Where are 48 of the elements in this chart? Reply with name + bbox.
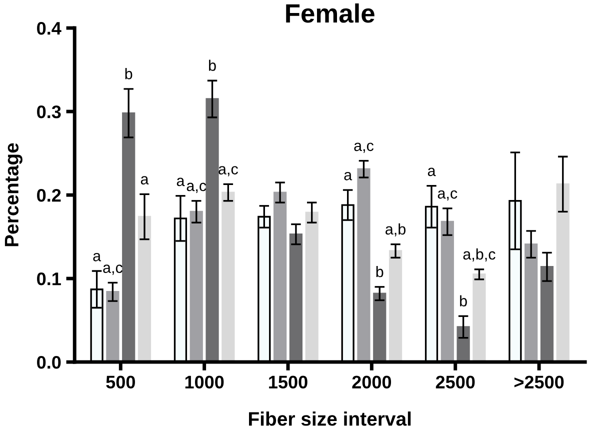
y-axis-title: Percentage [4,143,22,246]
x-tick-label: 2500 [436,376,475,388]
bar [540,266,554,362]
bar [440,220,454,362]
bar [388,250,402,362]
data-label: b [209,60,216,71]
data-label: a,c [354,142,374,153]
x-tick-label: >2500 [514,376,564,388]
data-label: b [376,266,384,278]
bar [206,98,219,362]
bar [305,212,318,362]
x-tick-label: 1500 [269,376,308,388]
y-tick-label: 0.2 [37,188,61,202]
y-tick-label: 0.4 [37,22,62,35]
bar [106,291,120,362]
bar [472,274,486,362]
bar [289,233,303,362]
y-tick-label: 0.1 [37,272,61,286]
data-label: b [460,295,467,306]
bar [556,183,570,362]
bar [524,243,538,362]
bar [190,210,203,362]
bar [357,168,370,362]
x-axis-title: Fiber size interval [249,412,411,426]
bar [456,326,470,362]
data-label: a,c [218,166,238,176]
data-label: a [344,172,352,180]
bar [273,192,287,362]
data-label: a,c [103,264,122,275]
data-label: a [176,178,185,186]
x-tick-label: 1000 [185,376,224,388]
data-label: a,c [438,190,458,200]
bar [122,112,136,362]
chart-title: Female [286,3,374,23]
x-tick-label: 500 [106,376,135,388]
data-label: a [140,176,149,184]
data-label: a,c [186,182,206,193]
data-label: a [93,252,102,262]
data-label: a [428,168,436,176]
data-label: b [125,68,132,80]
data-label: a,b [386,223,406,236]
y-tick-label: 0.0 [37,356,61,369]
data-label: a,b,c [463,248,496,262]
bar [222,192,235,362]
y-tick-label: 0.3 [37,105,61,118]
bar [373,292,386,362]
bar [138,216,152,362]
x-tick-label: 2000 [352,376,392,388]
